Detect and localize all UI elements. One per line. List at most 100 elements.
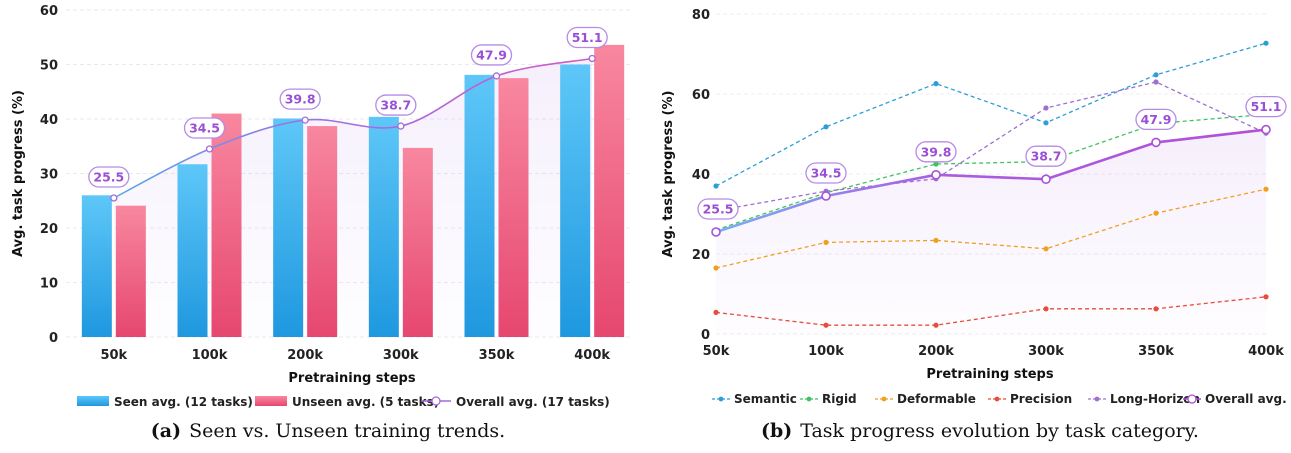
legend-label-seen: Seen avg. (12 tasks): [114, 395, 253, 409]
point-precision-4: [1153, 306, 1159, 312]
bar-seen-350k: [464, 74, 495, 337]
chart-a-ytick-6: 60: [40, 4, 58, 19]
data-label-a-2: 39.8: [285, 92, 316, 107]
legend-label-overall: Overall avg. (17 tasks): [456, 395, 610, 409]
chart-a-legend: Seen avg. (12 tasks) Unseen avg. (5 tasks…: [77, 395, 610, 409]
bar-unseen-100k: [211, 113, 242, 337]
chart-a-ytick-5: 50: [40, 59, 58, 74]
point-deformable-1: [823, 239, 829, 245]
data-label-a-1: 34.5: [189, 120, 220, 135]
point-precision-2: [933, 322, 939, 328]
chart-b-xtick-300k: 300k: [1028, 344, 1064, 359]
point-semantic-1: [823, 124, 829, 130]
legend-marker-semantic: [718, 396, 724, 402]
point-semantic-3: [1043, 120, 1049, 126]
point-precision-0: [713, 309, 719, 315]
point-deformable-3: [1043, 246, 1049, 252]
data-label-a-3: 38.7: [380, 98, 411, 113]
data-label-b-5: 51.1: [1251, 99, 1282, 114]
data-label-bubble-a-3: [375, 94, 417, 116]
legend-swatch-seen: [77, 396, 109, 406]
legend-label-unseen: Unseen avg. (5 tasks): [292, 395, 439, 409]
legend-label-precision: Precision: [1010, 392, 1072, 406]
point-semantic-4: [1153, 72, 1159, 78]
point-deformable-4: [1153, 210, 1159, 216]
chart-a-xtick-200k: 200k: [287, 348, 323, 363]
chart-a-xtick-50k: 50k: [100, 348, 127, 363]
chart-a-xtick-400k: 400k: [574, 348, 610, 363]
chart-seen-vs-unseen: 0 10 20 30 40 50 60 50k 100k 200k 300k 350k 400k 25.5…: [11, 4, 632, 442]
legend-marker-long-horizon: [1094, 396, 1100, 402]
chart-a-overall-point-3: [397, 122, 405, 130]
data-label-bubble-a-2: [279, 88, 321, 110]
data-label-bubble-b-2: [915, 141, 957, 163]
chart-a-ytick-0: 0: [49, 331, 58, 346]
data-label-a-0: 25.5: [93, 170, 124, 185]
chart-a-overall-point-0: [110, 194, 118, 202]
data-label-bubble-a-0: [88, 166, 130, 188]
chart-b-caption-label: (b): [761, 420, 792, 442]
data-label-bubble-a-4: [470, 44, 513, 66]
bar-unseen-50k: [115, 205, 146, 337]
chart-b-ytick-4: 80: [692, 8, 710, 23]
bar-unseen-400k: [594, 44, 625, 337]
chart-a-xtick-300k: 300k: [383, 348, 419, 363]
chart-b-ytick-3: 60: [692, 88, 710, 103]
point-rigid-2: [933, 161, 939, 167]
data-label-b-3: 38.7: [1031, 149, 1062, 164]
chart-b-ytick-1: 20: [692, 248, 710, 263]
bar-unseen-200k: [307, 126, 338, 338]
chart-a-ylabel: Avg. task progress (%): [11, 90, 26, 257]
data-label-bubble-a-1: [183, 117, 226, 139]
bar-seen-100k: [177, 164, 208, 337]
point-long-horizon-4: [1153, 79, 1159, 85]
point-precision-1: [823, 322, 829, 328]
chart-b-caption-text: Task progress evolution by task category…: [800, 420, 1199, 442]
bar-seen-300k: [368, 116, 399, 337]
legend-marker-overall: [431, 396, 441, 406]
bar-seen-50k: [81, 195, 112, 337]
point-precision-3: [1043, 306, 1049, 312]
bar-seen-400k: [560, 64, 591, 337]
chart-a-overall-point-2: [301, 116, 309, 124]
series-line-overall-avg: [715, 128, 1267, 234]
legend-marker-deformable: [881, 396, 887, 402]
data-label-bubble-b-4: [1135, 108, 1177, 131]
series-line-semantic: [715, 42, 1267, 187]
chart-b-xtick-200k: 200k: [918, 344, 954, 359]
point-semantic-0: [713, 183, 719, 189]
chart-b-caption: (b) Task progress evolution by task categ…: [761, 420, 1199, 442]
point-deformable-0: [713, 265, 719, 271]
point-semantic-2: [933, 81, 939, 87]
chart-a-ytick-2: 20: [40, 222, 58, 237]
data-label-bubble-b-0: [697, 198, 739, 220]
chart-a-ytick-4: 40: [40, 113, 58, 128]
point-semantic-5: [1263, 40, 1269, 46]
chart-b-ylabel: Avg. task progress (%): [661, 91, 676, 258]
chart-a-xtick-350k: 350k: [479, 348, 515, 363]
point-overall-avg-1: [821, 191, 831, 201]
legend-label-deformable: Deformable: [897, 392, 976, 406]
point-overall-avg-2: [931, 170, 941, 180]
chart-task-category: 0 20 40 60 80 50k 100k 200k 300k 350k 400k 25.5 34.5…: [661, 8, 1287, 442]
point-overall-avg-3: [1041, 174, 1051, 184]
bar-unseen-350k: [498, 78, 529, 337]
chart-b-xtick-350k: 350k: [1138, 344, 1174, 359]
data-label-b-4: 47.9: [1141, 112, 1172, 127]
chart-a-ytick-1: 10: [40, 277, 58, 292]
chart-b-xtick-50k: 50k: [703, 344, 730, 359]
legend-label-overall-avg: Overall avg.: [1205, 392, 1287, 406]
legend-swatch-unseen: [255, 396, 287, 406]
chart-b-legend: Semantic Rigid Deformable Precision Long-Hor…: [712, 392, 1287, 406]
legend-label-semantic: Semantic: [734, 392, 797, 406]
legend-marker-precision: [994, 396, 1000, 402]
point-deformable-2: [933, 237, 939, 243]
series-line-deformable: [715, 188, 1267, 269]
point-overall-avg-4: [1151, 137, 1161, 148]
data-label-b-1: 34.5: [811, 166, 842, 181]
chart-a-caption-label: (a): [151, 420, 181, 442]
data-label-a-4: 47.9: [476, 47, 507, 62]
chart-b-ytick-0: 0: [701, 328, 710, 343]
data-label-bubble-a-5: [566, 26, 608, 49]
